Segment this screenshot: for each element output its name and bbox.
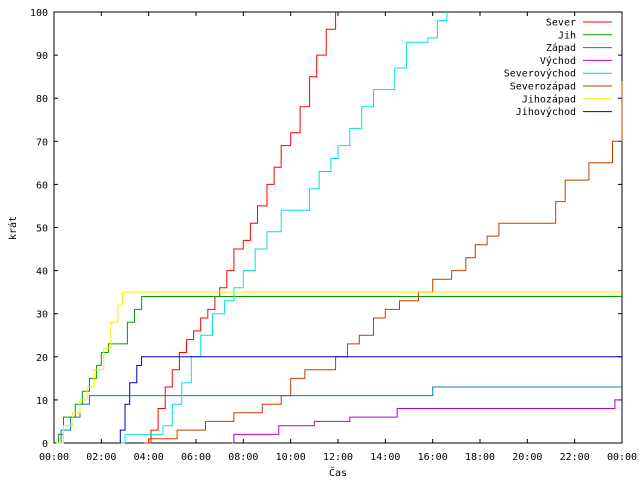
x-tick-label: 22:00 <box>560 452 590 463</box>
series-line-6 <box>56 291 622 444</box>
legend-label: Západ <box>546 42 576 54</box>
y-tick-label: 0 <box>42 439 48 450</box>
series-line-5 <box>143 81 623 444</box>
series-line-1 <box>56 296 622 444</box>
x-tick-label: 04:00 <box>134 452 164 463</box>
series-line-0 <box>146 12 337 444</box>
y-tick-label: 70 <box>36 137 48 148</box>
x-tick-label: 00:00 <box>39 452 69 463</box>
y-tick-label: 10 <box>36 396 48 407</box>
series-layer <box>56 12 623 444</box>
legend-label: Severovýchod <box>504 68 576 80</box>
series-line-7 <box>117 356 622 444</box>
x-axis-label: Čas <box>329 466 347 479</box>
legend-label: Severozápad <box>510 81 576 93</box>
x-tick-label: 18:00 <box>465 452 495 463</box>
x-tick-label: 08:00 <box>228 452 258 463</box>
series-line-3 <box>231 399 622 444</box>
legend: SeverJihZápadVýchodSeverovýchodSeverozáp… <box>504 18 612 118</box>
y-tick-label: 30 <box>36 310 48 321</box>
legend-label: Sever <box>546 18 576 29</box>
x-tick-label: 00:00 <box>607 452 637 463</box>
y-tick-label: 20 <box>36 353 48 364</box>
y-tick-label: 90 <box>36 51 48 62</box>
y-tick-label: 40 <box>36 267 48 278</box>
legend-label: Jih <box>558 30 576 41</box>
x-tick-label: 12:00 <box>323 452 353 463</box>
series-line-4 <box>120 12 448 444</box>
legend-label: Jihovýchod <box>516 106 576 118</box>
x-tick-label: 02:00 <box>86 452 116 463</box>
y-tick-label: 50 <box>36 224 48 235</box>
x-tick-label: 06:00 <box>181 452 211 463</box>
legend-label: Jihozápad <box>522 93 576 105</box>
x-tick-label: 16:00 <box>418 452 448 463</box>
x-tick-label: 14:00 <box>370 452 400 463</box>
legend-label: Východ <box>540 55 576 67</box>
y-axis-label: krát <box>7 216 19 240</box>
axis-ticks: 0 10 20 30 40 50 60 70 80 90 100 00:00 02:00 04:00 06:… <box>30 8 637 463</box>
y-tick-label: 100 <box>30 8 48 19</box>
x-tick-label: 10:00 <box>276 452 306 463</box>
y-tick-label: 80 <box>36 94 48 105</box>
x-tick-label: 20:00 <box>512 452 542 463</box>
y-tick-label: 60 <box>36 180 48 191</box>
